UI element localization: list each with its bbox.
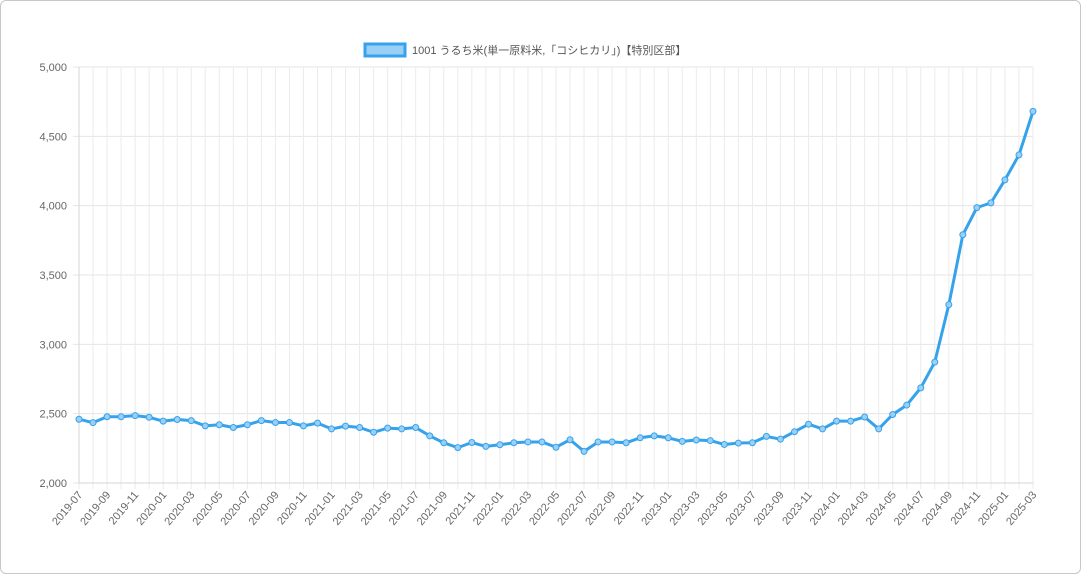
data-point[interactable] xyxy=(608,438,616,446)
data-point[interactable] xyxy=(917,384,925,392)
y-gridlines xyxy=(73,66,1033,484)
x-tick-label: 2019-09 xyxy=(78,489,113,528)
data-point[interactable] xyxy=(131,412,139,420)
data-point[interactable] xyxy=(285,419,293,427)
y-axis: 2,000 2,500 3,000 3,500 4,000 4,500 5,000 xyxy=(39,62,80,490)
data-point[interactable] xyxy=(538,438,546,446)
data-point[interactable] xyxy=(650,432,658,440)
legend-swatch[interactable] xyxy=(363,42,407,58)
y-tick-label: 3,500 xyxy=(39,270,67,282)
data-point[interactable] xyxy=(145,413,153,421)
data-point[interactable] xyxy=(636,434,644,442)
data-point[interactable] xyxy=(973,204,981,212)
data-point[interactable] xyxy=(201,422,209,430)
x-tick-label: 2024-09 xyxy=(920,489,955,528)
data-point[interactable] xyxy=(328,425,336,433)
data-point[interactable] xyxy=(861,413,869,421)
x-tick-label: 2023-09 xyxy=(752,489,787,528)
data-point[interactable] xyxy=(987,199,995,207)
data-point[interactable] xyxy=(370,428,378,436)
data-point[interactable] xyxy=(734,439,742,447)
y-tick-label: 2,000 xyxy=(39,478,67,490)
data-point[interactable] xyxy=(566,436,574,444)
data-point[interactable] xyxy=(875,425,883,433)
data-point[interactable] xyxy=(243,421,251,429)
data-point[interactable] xyxy=(412,424,420,432)
data-point[interactable] xyxy=(524,438,532,446)
data-point[interactable] xyxy=(356,424,364,432)
data-point[interactable] xyxy=(75,415,83,423)
data-point[interactable] xyxy=(187,417,195,425)
data-point[interactable] xyxy=(398,425,406,433)
data-point[interactable] xyxy=(1029,107,1037,115)
data-point[interactable] xyxy=(299,422,307,430)
data-point[interactable] xyxy=(89,419,97,427)
data-point[interactable] xyxy=(748,439,756,447)
data-point[interactable] xyxy=(173,415,181,423)
data-point[interactable] xyxy=(819,425,827,433)
data-point[interactable] xyxy=(552,443,560,451)
data-point[interactable] xyxy=(468,439,476,447)
data-point[interactable] xyxy=(833,417,841,425)
legend[interactable]: 1001 うるち米(単一原料米,「コシヒカリ」)【特別区部】 xyxy=(363,42,686,58)
data-point[interactable] xyxy=(847,417,855,425)
x-axis: 2019-072019-092019-112020-012020-032020-… xyxy=(50,482,1039,528)
data-point[interactable] xyxy=(678,437,686,445)
data-point[interactable] xyxy=(776,435,784,443)
x-tick-label: 2025-03 xyxy=(1004,489,1039,528)
data-point[interactable] xyxy=(1001,176,1009,184)
data-point[interactable] xyxy=(692,436,700,444)
data-point[interactable] xyxy=(103,413,111,421)
x-tick-label: 2020-09 xyxy=(247,489,282,528)
data-point[interactable] xyxy=(215,421,223,429)
data-point[interactable] xyxy=(482,442,490,450)
data-point[interactable] xyxy=(510,439,518,447)
data-point[interactable] xyxy=(426,432,434,440)
data-points xyxy=(75,107,1037,455)
data-point[interactable] xyxy=(720,440,728,448)
y-tick-label: 5,000 xyxy=(39,62,67,74)
data-point[interactable] xyxy=(622,439,630,447)
data-point[interactable] xyxy=(271,419,279,427)
data-point[interactable] xyxy=(903,401,911,409)
data-point[interactable] xyxy=(664,434,672,442)
data-point[interactable] xyxy=(762,432,770,440)
data-point[interactable] xyxy=(931,358,939,366)
data-point[interactable] xyxy=(945,301,953,309)
data-point[interactable] xyxy=(440,439,448,447)
data-point[interactable] xyxy=(580,447,588,455)
y-tick-label: 4,000 xyxy=(39,201,67,213)
x-tick-label: 2021-09 xyxy=(415,489,450,528)
data-point[interactable] xyxy=(706,437,714,445)
data-point[interactable] xyxy=(959,231,967,239)
data-point[interactable] xyxy=(496,441,504,449)
data-point[interactable] xyxy=(257,417,265,425)
x-tick-label: 2022-09 xyxy=(583,489,618,528)
data-point[interactable] xyxy=(314,419,321,427)
data-point[interactable] xyxy=(229,424,237,432)
data-point[interactable] xyxy=(384,424,392,432)
data-point[interactable] xyxy=(342,422,350,430)
y-tick-label: 4,500 xyxy=(39,131,67,143)
data-point[interactable] xyxy=(889,410,897,418)
data-point[interactable] xyxy=(1015,151,1023,159)
data-point[interactable] xyxy=(159,417,167,425)
data-point[interactable] xyxy=(791,428,798,436)
y-tick-label: 3,000 xyxy=(39,339,67,351)
data-point[interactable] xyxy=(805,420,813,428)
data-point[interactable] xyxy=(454,444,462,452)
y-tick-label: 2,500 xyxy=(39,409,67,421)
data-point[interactable] xyxy=(594,438,602,446)
legend-label: 1001 うるち米(単一原料米,「コシヒカリ」)【特別区部】 xyxy=(412,43,686,57)
data-point[interactable] xyxy=(117,413,125,421)
